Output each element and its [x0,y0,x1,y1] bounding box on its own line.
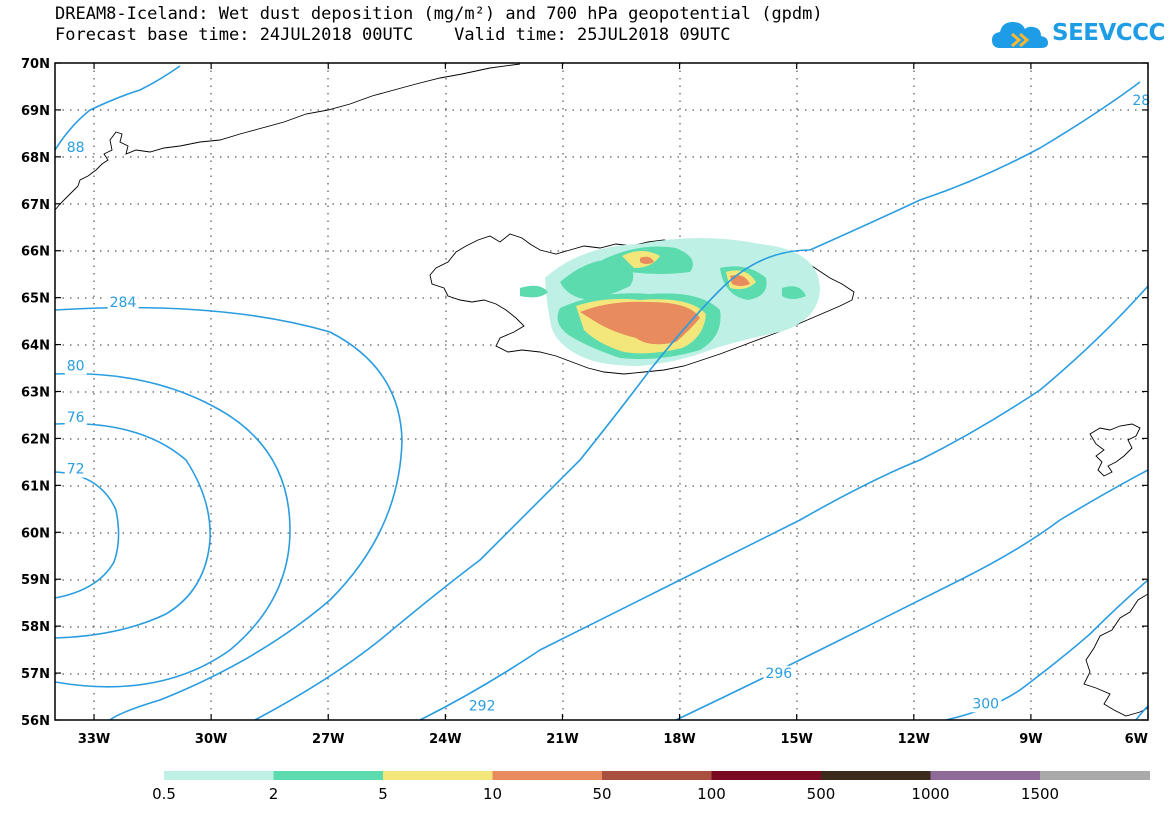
legend-swatch [602,771,712,780]
lon-label: 27W [312,732,344,747]
longitude-labels: 33W 30W 27W 24W 21W 18W 15W 12W 9W 6W [78,732,1148,747]
lat-label: 70N [21,57,50,72]
lat-label: 56N [21,714,50,729]
contour-284 [54,306,403,721]
legend-label: 1500 [1021,785,1059,803]
contour-label-bg [1130,93,1153,110]
lat-label: 57N [21,667,50,682]
lat-label: 67N [21,198,50,213]
contour-labels: 284 80 76 72 88 292 296 300 28 [64,93,1153,715]
latitude-ticks [55,62,1148,721]
title-line-2: Forecast base time: 24JUL2018 00UTC Vali… [55,25,731,45]
lat-label: 68N [21,151,50,166]
legend-label: 500 [807,785,836,803]
contour-label: 292 [469,699,496,715]
legend-label: 1000 [911,785,949,803]
lat-label: 60N [21,526,50,541]
legend-swatch [711,771,822,780]
lat-label: 66N [21,245,50,260]
graticule [55,63,1148,720]
faroe-islands [1089,423,1141,477]
dust-deposition-field [520,238,820,366]
contour-label-bg [64,358,87,375]
contour-label-bg [64,461,87,478]
lon-label: 30W [195,732,227,747]
lat-label: 62N [21,432,50,447]
legend-swatch [930,771,1041,780]
contour-288-north [54,65,181,151]
lat-label: 64N [21,339,50,354]
color-legend: 0.5 2 5 10 50 100 500 1000 1500 [152,771,1150,803]
legend-swatch [821,771,931,780]
map-frame [54,62,1149,721]
lon-label: 33W [78,732,110,747]
legend-swatch [164,771,274,780]
lat-label: 59N [21,573,50,588]
legend-swatch [273,771,384,780]
contour-280 [54,372,291,688]
lon-label: 9W [1019,732,1042,747]
lon-label: 24W [429,732,461,747]
geopotential-contours [54,65,1149,721]
lat-label: 63N [21,386,50,401]
contour-288-main [254,81,1141,721]
legend-label: 50 [592,785,611,803]
contour-label: 28 [1132,93,1150,109]
chart-title: DREAM8-Iceland: Wet dust deposition (mg/… [55,4,823,46]
lon-label: 12W [898,732,930,747]
contour-label: 88 [67,140,85,156]
scotland-coast [1083,593,1149,717]
contour-label: 284 [110,295,137,311]
cloud-icon [992,22,1048,48]
legend-label: 100 [697,785,726,803]
contour-label-bg [64,410,87,427]
legend-swatch [492,771,603,780]
contour-label: 76 [67,410,85,426]
contour-304 [1135,705,1149,721]
contour-276 [54,422,211,639]
logo-text: SEEVCCC [1052,20,1165,46]
lon-label: 6W [1125,732,1148,747]
latitude-labels: 70N 69N 68N 67N 66N 65N 64N 63N 62N 61N 60N 59N 58N 5… [21,57,50,729]
legend-label: 10 [483,785,502,803]
contour-label: 80 [67,358,85,374]
contour-label: 72 [67,462,85,478]
contour-label: 300 [972,696,999,712]
lat-label: 58N [21,620,50,635]
lat-label: 69N [21,104,50,119]
lat-label: 65N [21,292,50,307]
title-line-1: DREAM8-Iceland: Wet dust deposition (mg/… [55,4,823,24]
contour-label-bg [64,140,87,157]
legend-swatch [383,771,493,780]
greenland-coast [54,63,521,211]
contour-292 [419,285,1149,721]
contour-label: 296 [765,666,792,682]
seevccc-logo: SEEVCCC [990,16,1165,56]
lon-label: 15W [780,732,812,747]
contour-296 [675,469,1149,721]
legend-swatch [1040,771,1150,780]
lon-label: 21W [546,732,578,747]
contour-label-bg [107,295,139,312]
legend-label: 5 [378,785,388,803]
longitude-ticks [93,63,1149,720]
lat-label: 61N [21,479,50,494]
legend-label: 0.5 [152,785,176,803]
contour-label-bg [763,665,795,682]
lon-label: 18W [663,732,695,747]
contour-label-bg [970,696,1002,713]
legend-label: 2 [269,785,279,803]
contour-label-bg [466,698,498,715]
contour-272 [54,471,120,599]
